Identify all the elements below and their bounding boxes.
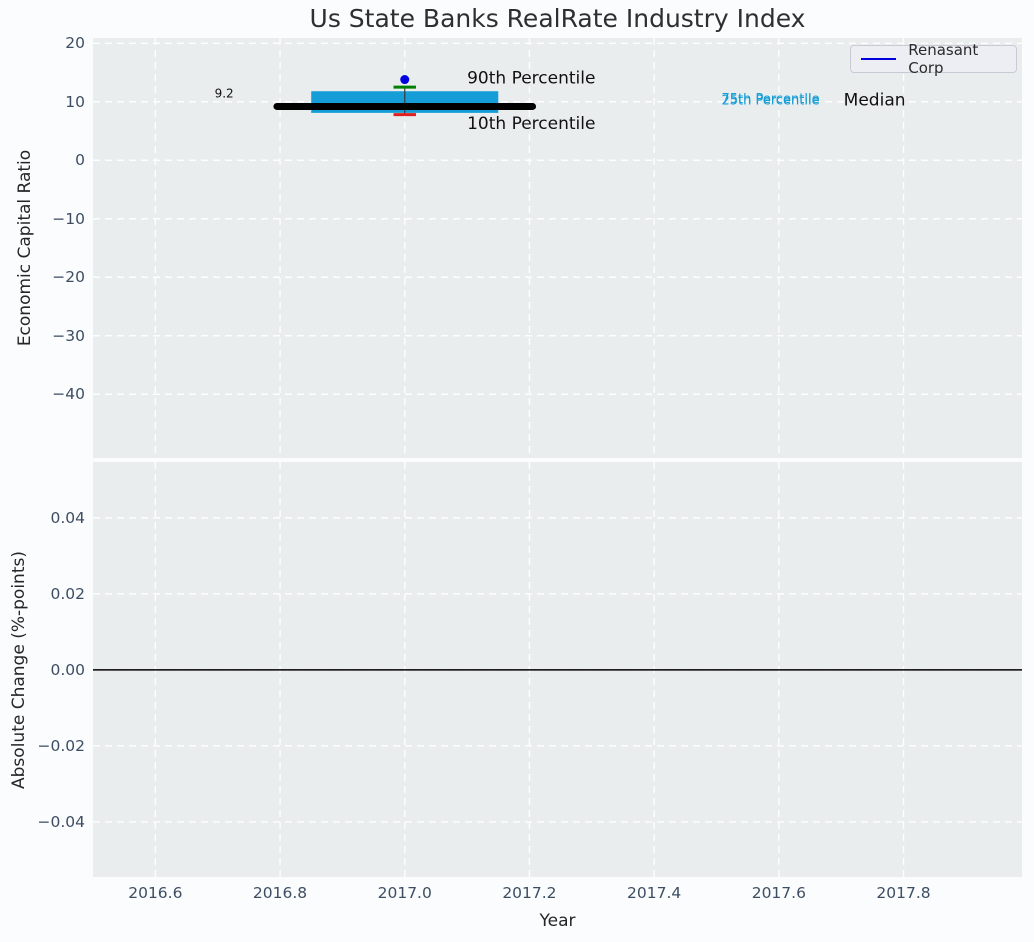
company-point bbox=[400, 75, 410, 85]
x-tick-label: 2017.6 bbox=[751, 884, 806, 902]
top-plot-canvas: 90th Percentile 10th Percentile 9.2 75th Pe… bbox=[93, 38, 1022, 458]
y-tick-label: −10 bbox=[52, 209, 85, 228]
y-tick-label: 10 bbox=[65, 92, 85, 111]
legend-line-sample bbox=[861, 58, 897, 60]
y-tick-label: −0.04 bbox=[37, 812, 86, 831]
annotation-median: Median bbox=[844, 90, 906, 110]
x-tick-label: 2016.8 bbox=[252, 884, 308, 902]
legend: Renasant Corp bbox=[850, 41, 1017, 77]
x-axis-label: Year bbox=[539, 911, 576, 931]
y-tick-label: 0 bbox=[75, 151, 85, 170]
legend-label: Renasant Corp bbox=[908, 41, 979, 77]
x-tick-label: 2017.0 bbox=[377, 884, 432, 902]
annotation-25th-percentile: 25th Percentile bbox=[721, 93, 819, 108]
x-tick-label: 2017.8 bbox=[876, 884, 931, 902]
y-tick-label: −40 bbox=[52, 385, 85, 404]
x-tick-label: 2017.2 bbox=[502, 884, 557, 902]
chart-title: Us State Banks RealRate Industry Index bbox=[309, 4, 806, 33]
x-tick-label: 2017.4 bbox=[627, 884, 682, 902]
annotation-9-2: 9.2 bbox=[215, 86, 234, 100]
y-tick-label: −20 bbox=[52, 268, 85, 287]
y-tick-label: −0.02 bbox=[37, 736, 86, 755]
bottom-plot bbox=[93, 462, 1022, 877]
y-tick-label: 0.02 bbox=[50, 584, 85, 603]
y-tick-label: 0.04 bbox=[50, 508, 85, 527]
bottom-plot-canvas bbox=[93, 462, 1022, 877]
annotation-90th-percentile: 90th Percentile bbox=[467, 68, 595, 88]
annotation-10th-percentile: 10th Percentile bbox=[467, 114, 595, 134]
y-tick-label: 0.00 bbox=[50, 660, 85, 679]
annotation-75th-percentile: 75th Percentile bbox=[721, 92, 819, 107]
y-tick-label: −30 bbox=[52, 326, 85, 345]
top-y-axis-label: Economic Capital Ratio bbox=[15, 149, 35, 347]
y-tick-label: 20 bbox=[65, 34, 85, 53]
x-tick-label: 2016.6 bbox=[128, 884, 183, 902]
top-plot: 90th Percentile 10th Percentile 9.2 75th Pe… bbox=[93, 38, 1022, 458]
